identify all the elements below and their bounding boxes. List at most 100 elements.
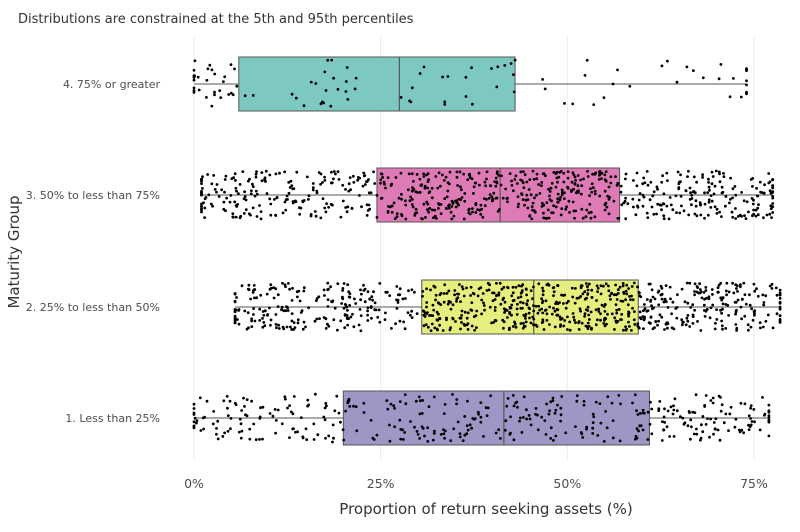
data-point [619,299,623,303]
data-point [604,170,608,174]
data-point [555,313,559,317]
data-point [655,212,658,216]
data-point [296,430,299,434]
data-point [602,284,605,288]
data-point [680,287,684,291]
data-point [689,437,692,441]
data-point [587,282,591,286]
data-point [593,215,597,219]
data-point [770,216,773,220]
data-point [720,319,723,323]
data-point [200,202,203,206]
data-point [685,316,689,320]
data-point [523,203,526,207]
data-point [436,318,440,322]
data-point [259,406,262,410]
data-point [460,196,464,199]
data-point [585,296,588,300]
data-point [473,328,476,332]
data-point [660,180,664,184]
data-point [621,284,625,288]
data-point [414,207,418,211]
data-point [666,326,669,330]
data-point [739,401,743,405]
data-point [709,206,713,209]
data-point [751,177,755,180]
data-point [513,178,517,181]
data-point [249,213,252,217]
data-point [237,192,240,196]
data-point [719,409,723,413]
data-point [609,298,612,301]
data-point [771,205,775,209]
data-point [233,172,237,176]
data-point [253,194,257,198]
data-point [766,313,770,317]
data-point [437,203,441,207]
data-point [421,399,424,402]
data-point [458,316,462,320]
data-point [596,318,599,322]
data-point [275,196,279,199]
data-point [255,170,258,174]
data-point [692,69,695,72]
data-point [572,209,576,213]
data-point [192,91,196,94]
data-point [529,321,533,325]
data-point [682,209,686,213]
data-point [323,70,327,74]
data-point [497,291,501,295]
data-point [650,205,654,209]
data-point [483,197,486,201]
data-point [704,394,708,397]
data-point [343,303,347,306]
data-point [283,395,287,399]
data-point [336,87,340,91]
data-point [445,207,448,211]
data-point [480,207,483,211]
data-point [522,321,525,325]
data-point [313,319,317,323]
data-point [537,183,540,186]
data-point [480,298,484,302]
data-point [460,321,463,324]
data-point [315,299,318,302]
data-point [637,290,641,294]
data-point [600,177,603,181]
data-point [689,191,692,195]
data-point [584,308,588,312]
data-point [645,211,649,215]
data-point [665,171,669,175]
data-point [605,426,609,430]
data-point [591,412,595,416]
data-point [545,216,549,220]
box-4 [342,390,650,446]
data-point [237,308,241,311]
data-point [443,436,446,440]
data-point [745,91,748,95]
data-point [734,193,738,197]
data-point [771,178,775,182]
data-point [446,75,450,78]
data-point [683,300,687,304]
data-point [496,65,500,69]
data-point [478,183,481,187]
data-point [753,289,757,293]
data-point [395,212,399,216]
data-point [420,183,423,187]
data-point [651,295,655,299]
data-point [464,75,468,79]
data-point [238,183,242,186]
data-point [192,68,196,72]
data-point [537,282,541,286]
data-point [276,293,280,297]
data-point [700,423,703,427]
data-point [370,316,373,320]
data-point [504,419,508,423]
data-point [688,198,692,201]
data-point [399,96,403,99]
data-point [666,409,670,413]
data-point [547,187,550,191]
data-point [223,75,227,79]
data-point [466,311,470,315]
